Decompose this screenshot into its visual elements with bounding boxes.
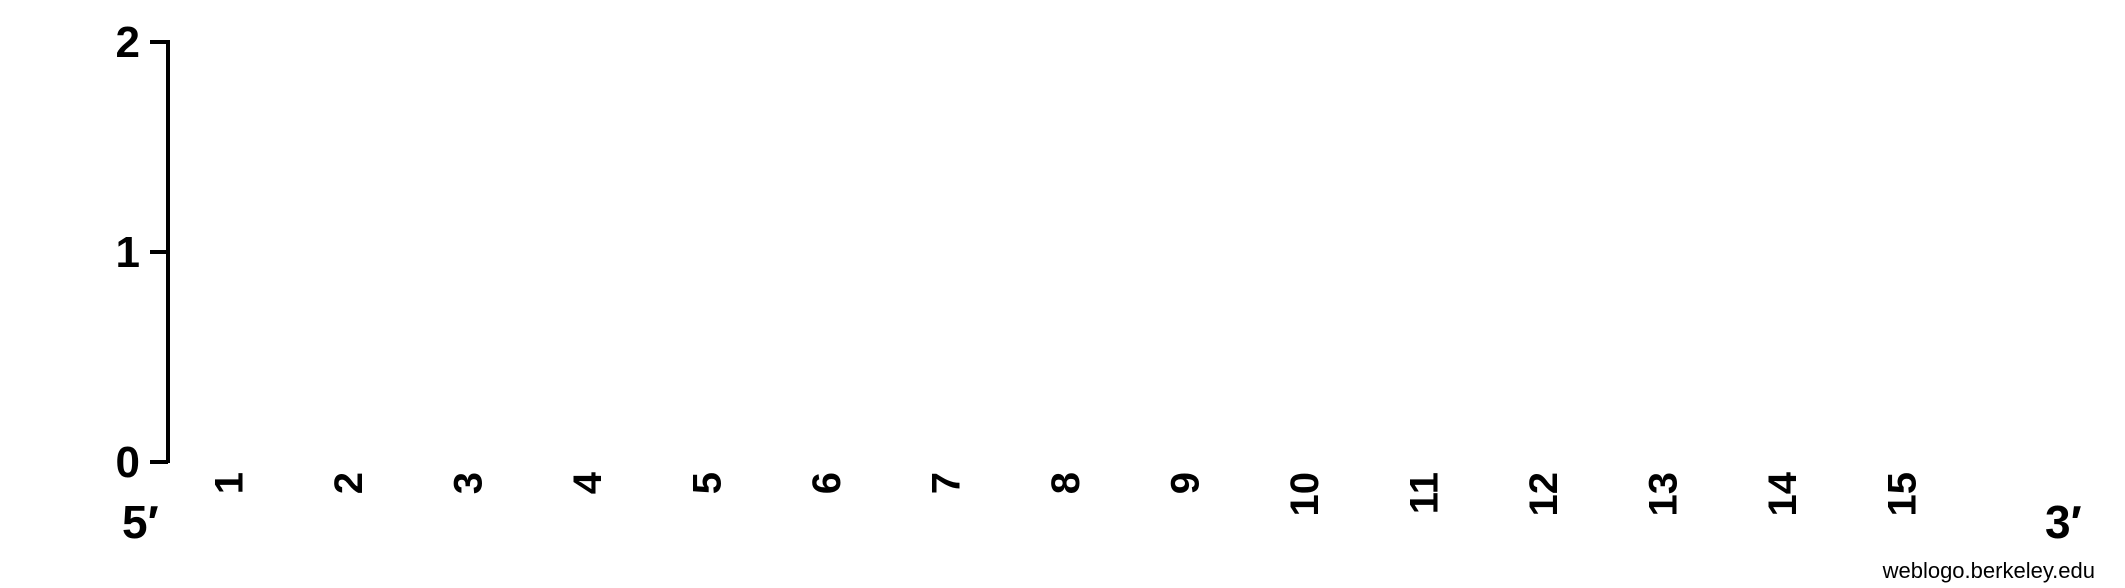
position-label-14: 14 (1761, 471, 1805, 516)
credit-label: weblogo.berkeley.edu (1882, 558, 2095, 583)
position-label-10: 10 (1283, 472, 1327, 517)
position-label-4: 4 (566, 471, 610, 494)
y-axis: 2 1 0 (116, 18, 170, 487)
y-tick-label-2: 2 (116, 18, 140, 67)
y-tick-label-1: 1 (116, 228, 140, 277)
position-label-11: 11 (1402, 472, 1446, 514)
position-label-7: 7 (924, 472, 968, 494)
position-label-2: 2 (327, 472, 371, 494)
position-label-5: 5 (685, 472, 729, 494)
position-label-1: 1 (207, 472, 251, 494)
position-label-3: 3 (446, 472, 490, 494)
position-labels: 1 2 3 4 5 6 7 8 9 10 11 12 13 14 15 (207, 471, 1924, 516)
position-label-8: 8 (1044, 472, 1088, 494)
y-tick-label-0: 0 (116, 438, 140, 487)
three-prime-label: 3′ (2045, 496, 2082, 548)
position-label-15: 15 (1880, 472, 1924, 517)
position-label-6: 6 (805, 472, 849, 494)
position-label-13: 13 (1641, 472, 1685, 517)
five-prime-label: 5′ (122, 496, 159, 548)
position-label-9: 9 (1163, 472, 1207, 494)
position-label-12: 12 (1522, 472, 1566, 517)
